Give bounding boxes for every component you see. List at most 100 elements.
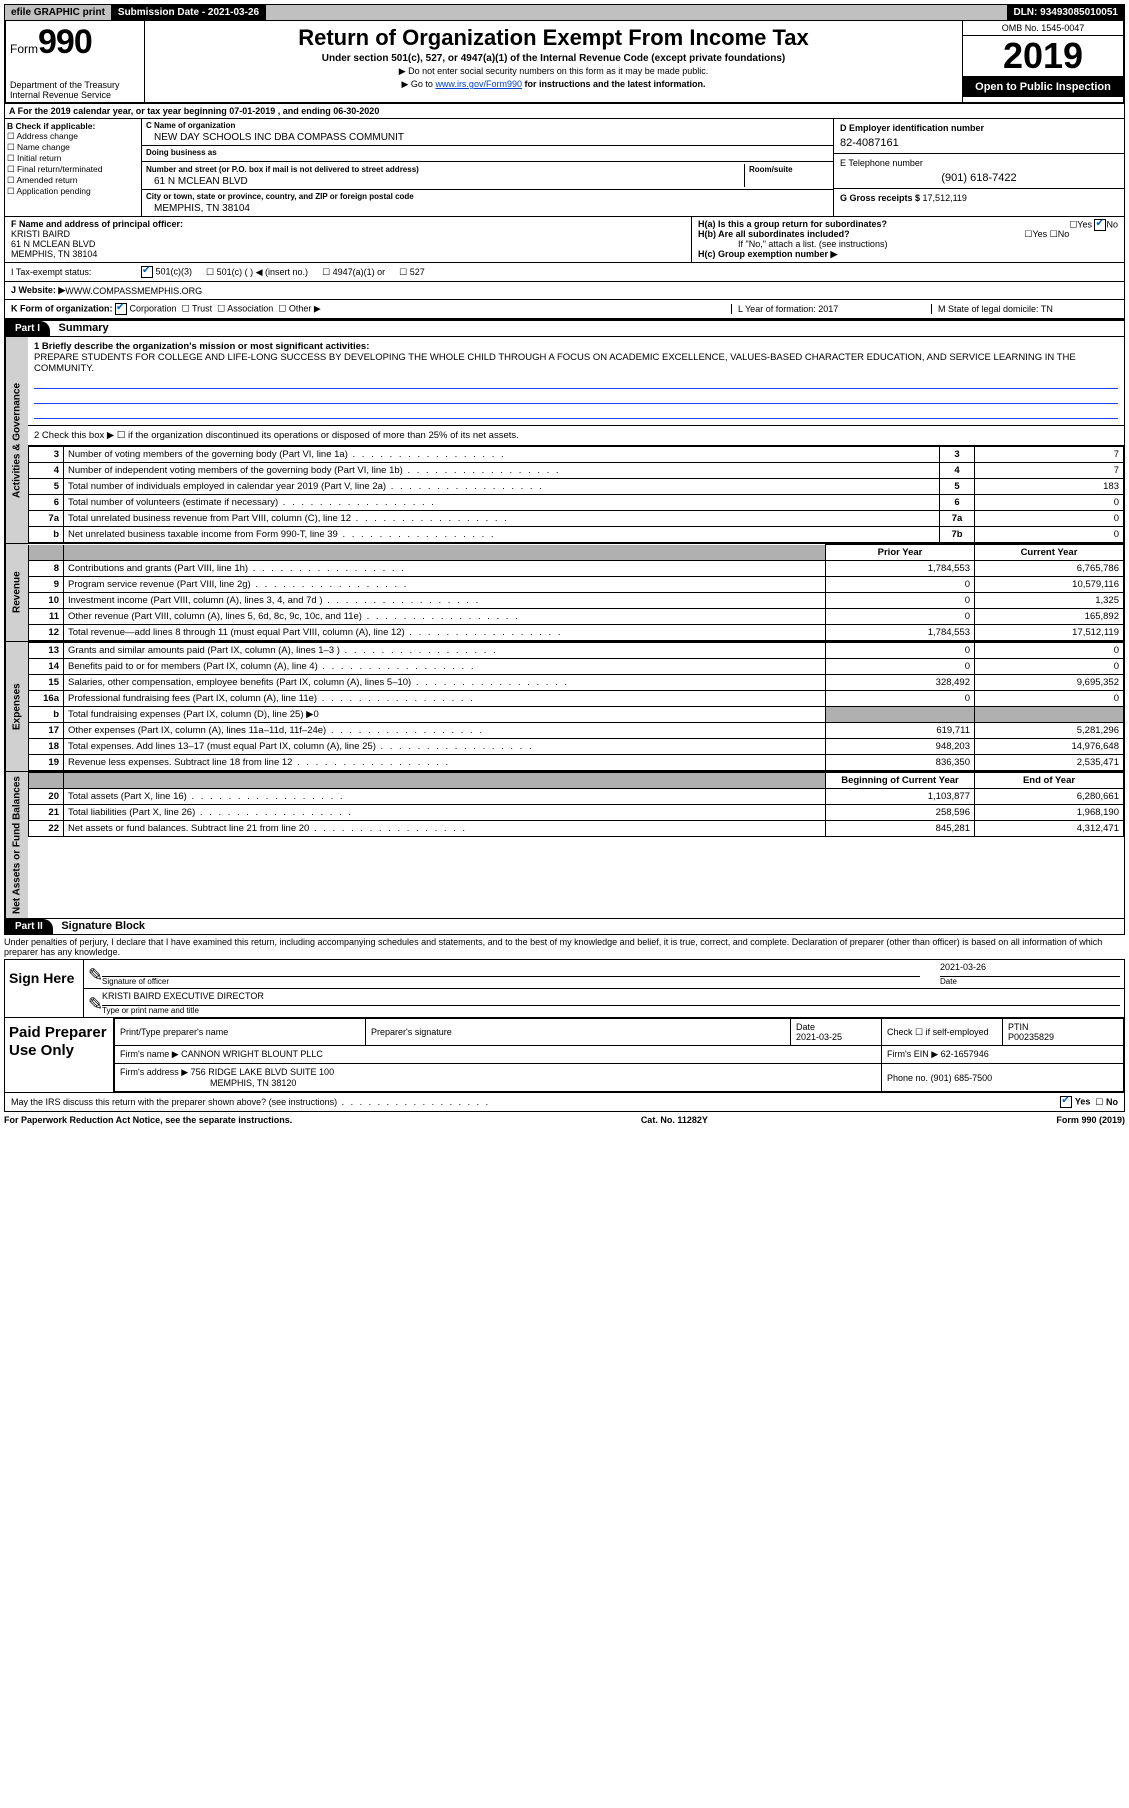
netassets-table: Beginning of Current Year End of Year 20… (28, 772, 1124, 837)
part2-header-row: Part II Signature Block (4, 919, 1125, 935)
discuss-no[interactable]: ☐ No (1095, 1097, 1118, 1108)
officer-name: KRISTI BAIRD (11, 229, 70, 239)
cb-final-return[interactable]: ☐ Final return/terminated (7, 164, 139, 175)
room-label: Room/suite (749, 165, 793, 174)
street-value: 61 N MCLEAN BLVD (146, 174, 744, 187)
firm-ein-lbl: Firm's EIN ▶ (887, 1049, 938, 1059)
begin-year-header: Beginning of Current Year (826, 773, 975, 789)
form-header: Form990 Department of the Treasury Inter… (4, 21, 1125, 104)
firm-name-lbl: Firm's name ▶ (120, 1049, 179, 1059)
arrow-note-1: ▶ Do not enter social security numbers o… (151, 66, 956, 77)
phone-value: (901) 618-7422 (840, 172, 1118, 184)
part2-title: Signature Block (55, 920, 145, 932)
topic-bar: efile GRAPHIC print Submission Date - 20… (4, 4, 1125, 21)
name-label: C Name of organization (146, 121, 829, 130)
revenue-table: Prior Year Current Year 8Contributions a… (28, 544, 1124, 641)
footer-left: For Paperwork Reduction Act Notice, see … (4, 1115, 292, 1125)
penalty-statement: Under penalties of perjury, I declare th… (4, 935, 1125, 959)
cb-initial-return[interactable]: ☐ Initial return (7, 153, 139, 164)
opt-trust: Trust (192, 303, 212, 313)
table-row: 16aProfessional fundraising fees (Part I… (29, 691, 1124, 707)
table-row: 6Total number of volunteers (estimate if… (29, 495, 1124, 511)
arrow2-pre: ▶ Go to (402, 79, 436, 89)
col-h-group: H(a) Is this a group return for subordin… (691, 217, 1124, 262)
open-inspection: Open to Public Inspection (963, 77, 1123, 97)
preparer-block: Paid Preparer Use Only Print/Type prepar… (4, 1018, 1125, 1093)
street-label: Number and street (or P.O. box if mail i… (146, 165, 419, 174)
vtab-expenses: Expenses (5, 642, 28, 771)
preparer-table: Print/Type preparer's name Preparer's si… (114, 1018, 1124, 1092)
part1-gov-block: Activities & Governance 1 Briefly descri… (4, 337, 1125, 544)
table-row: 7aTotal unrelated business revenue from … (29, 511, 1124, 527)
line2-text: 2 Check this box ▶ ☐ if the organization… (34, 430, 519, 441)
cb-corporation[interactable] (115, 303, 127, 315)
return-subtitle: Under section 501(c), 527, or 4947(a)(1)… (151, 53, 956, 64)
part1-tag: Part I (5, 321, 50, 336)
section-bcd: B Check if applicable: ☐ Address change … (4, 119, 1125, 216)
vtab-netassets: Net Assets or Fund Balances (5, 772, 28, 918)
cb-4947[interactable]: ☐ 4947(a)(1) or (322, 267, 385, 278)
firm-phone: (901) 685-7500 (931, 1073, 993, 1083)
table-row: 5Total number of individuals employed in… (29, 479, 1124, 495)
ein-label: D Employer identification number (840, 123, 984, 133)
form990-link[interactable]: www.irs.gov/Form990 (435, 79, 522, 89)
hc-label: H(c) Group exemption number ▶ (698, 249, 837, 259)
ptin-value: P00235829 (1008, 1032, 1054, 1042)
cb-501c[interactable]: ☐ 501(c) ( ) ◀ (insert no.) (206, 267, 308, 278)
cb-pending[interactable]: ☐ Application pending (7, 186, 139, 197)
table-row: 14Benefits paid to or for members (Part … (29, 659, 1124, 675)
table-row: 20Total assets (Part X, line 16)1,103,87… (29, 789, 1124, 805)
row-klm: K Form of organization: Corporation ☐ Tr… (4, 300, 1125, 319)
mission-text: PREPARE STUDENTS FOR COLLEGE AND LIFE-LO… (34, 352, 1076, 374)
form-number: 990 (38, 23, 92, 61)
formorg-label: K Form of organization: (11, 303, 113, 313)
col-b-checkboxes: B Check if applicable: ☐ Address change … (5, 119, 141, 216)
mission-label: 1 Briefly describe the organization's mi… (34, 341, 369, 352)
firm-addr1: 756 RIDGE LAKE BLVD SUITE 100 (191, 1067, 334, 1077)
cb-name-change[interactable]: ☐ Name change (7, 142, 139, 153)
dln-label: DLN: 93493085010051 (1007, 5, 1124, 20)
city-value: MEMPHIS, TN 38104 (146, 201, 829, 214)
table-row: 18Total expenses. Add lines 13–17 (must … (29, 739, 1124, 755)
sig-date: 2021-03-26 (940, 962, 1120, 977)
table-row: 15Salaries, other compensation, employee… (29, 675, 1124, 691)
irs-label: Internal Revenue Service (10, 90, 140, 100)
hb-note: If "No," attach a list. (see instruction… (698, 239, 1118, 249)
cb-address-change[interactable]: ☐ Address change (7, 131, 139, 142)
part1-exp-block: Expenses 13Grants and similar amounts pa… (4, 642, 1125, 772)
boxb-label: B Check if applicable: (7, 121, 95, 131)
firm-phone-lbl: Phone no. (887, 1073, 928, 1083)
ein-value: 82-4087161 (840, 137, 1118, 149)
end-year-header: End of Year (975, 773, 1124, 789)
dept-label: Department of the Treasury (10, 80, 140, 90)
cb-527[interactable]: ☐ 527 (399, 267, 425, 278)
expenses-table: 13Grants and similar amounts paid (Part … (28, 642, 1124, 771)
cb-501c3[interactable]: 501(c)(3) (141, 266, 192, 278)
row-a-period: A For the 2019 calendar year, or tax yea… (4, 104, 1125, 119)
arrow-note-2: ▶ Go to www.irs.gov/Form990 for instruct… (151, 79, 956, 90)
form-prefix: Form (10, 42, 38, 56)
city-label: City or town, state or province, country… (146, 192, 829, 201)
firm-addr-lbl: Firm's address ▶ (120, 1067, 188, 1077)
header-right: OMB No. 1545-0047 2019 Open to Public In… (962, 21, 1123, 102)
cb-amended[interactable]: ☐ Amended return (7, 175, 139, 186)
website-value: WWW.COMPASSMEMPHIS.ORG (65, 286, 202, 296)
row-j-website: J Website: ▶ WWW.COMPASSMEMPHIS.ORG (4, 282, 1125, 300)
sig-officer-label: Signature of officer (102, 977, 920, 986)
table-row: bTotal fundraising expenses (Part IX, co… (29, 707, 1124, 723)
part1-rev-block: Revenue Prior Year Current Year 8Contrib… (4, 544, 1125, 642)
paid-preparer-label: Paid Preparer Use Only (5, 1018, 114, 1092)
table-row: 4Number of independent voting members of… (29, 463, 1124, 479)
current-year-header: Current Year (975, 545, 1124, 561)
hb-label: H(b) Are all subordinates included? (698, 229, 850, 239)
col-c-org: C Name of organization NEW DAY SCHOOLS I… (141, 119, 834, 216)
ha-no-checkbox[interactable] (1094, 219, 1106, 231)
governance-table: 3Number of voting members of the governi… (28, 446, 1124, 543)
header-left: Form990 Department of the Treasury Inter… (6, 21, 145, 102)
table-row: 9Program service revenue (Part VIII, lin… (29, 577, 1124, 593)
discuss-yes[interactable]: Yes (1060, 1096, 1090, 1108)
year-formation: L Year of formation: 2017 (738, 304, 931, 314)
opt-corp: Corporation (130, 303, 177, 313)
page-footer: For Paperwork Reduction Act Notice, see … (4, 1112, 1125, 1128)
sig-name-label: Type or print name and title (102, 1006, 1120, 1015)
